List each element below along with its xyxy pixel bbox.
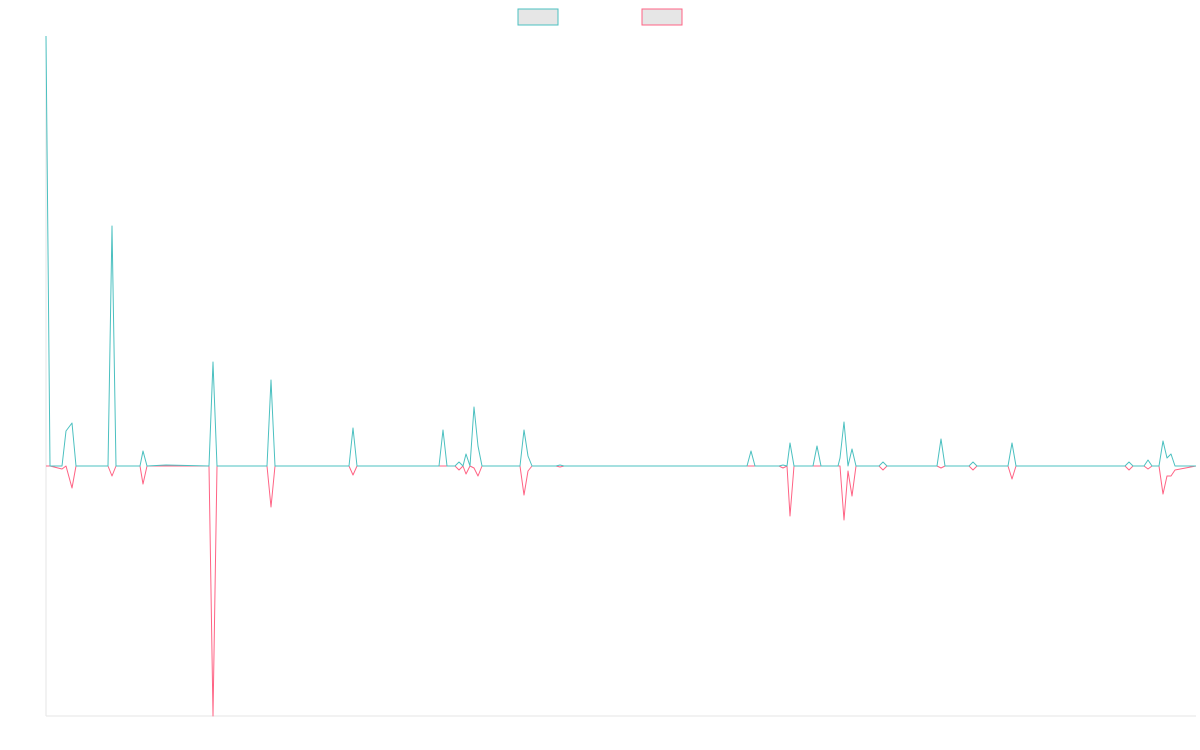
- legend-swatch[interactable]: [641, 8, 683, 26]
- legend-swatch[interactable]: [517, 8, 559, 26]
- series-line: [45, 35, 1196, 467]
- series-line: [46, 465, 1197, 717]
